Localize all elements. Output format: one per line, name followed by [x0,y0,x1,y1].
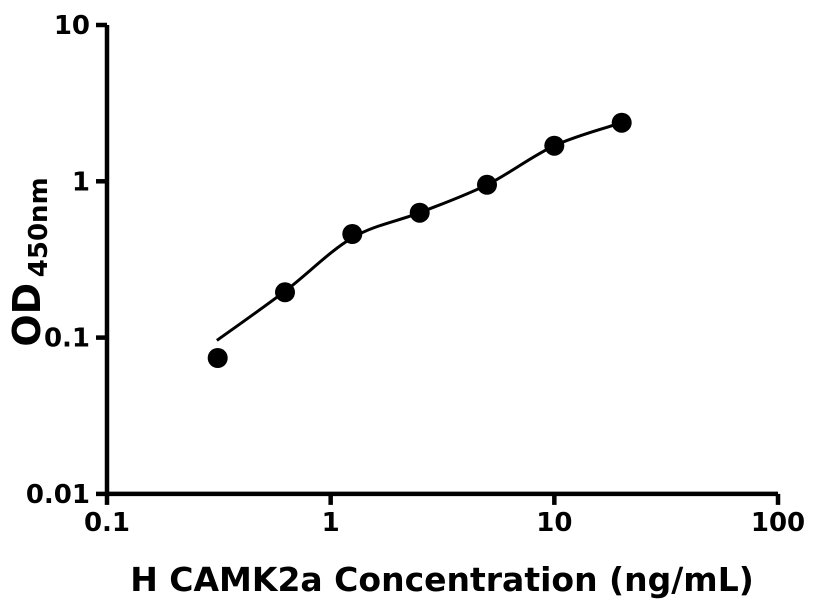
y-tick-label: 0.1 [44,324,90,354]
data-point [544,135,565,156]
axes-layer [104,25,779,497]
fit-curve-line [216,121,623,342]
x-tick-label: 1 [322,508,340,538]
data-point [477,174,497,195]
x-axis-title: H CAMK2a Concentration (ng/mL) [130,560,754,599]
x-tick-label: 100 [751,508,805,538]
y-tick-label: 10 [54,11,90,41]
data-point [611,112,632,133]
y-axis-title-subscript: 450nm [24,177,54,277]
ticks-layer [96,22,781,505]
data-point [409,202,430,223]
y-tick-label: 0.01 [26,480,90,510]
y-tick-label: 1 [72,167,90,197]
data-point [342,224,363,244]
x-tick-label: 0.1 [84,508,130,538]
data-point [275,282,295,303]
y-axis-title: OD 450nm [5,177,54,346]
y-axis-title-main: OD [5,283,49,347]
data-point [207,348,228,368]
x-tick-label: 10 [536,508,572,538]
fit-curve-layer [216,121,623,342]
data-points-layer [207,112,632,368]
